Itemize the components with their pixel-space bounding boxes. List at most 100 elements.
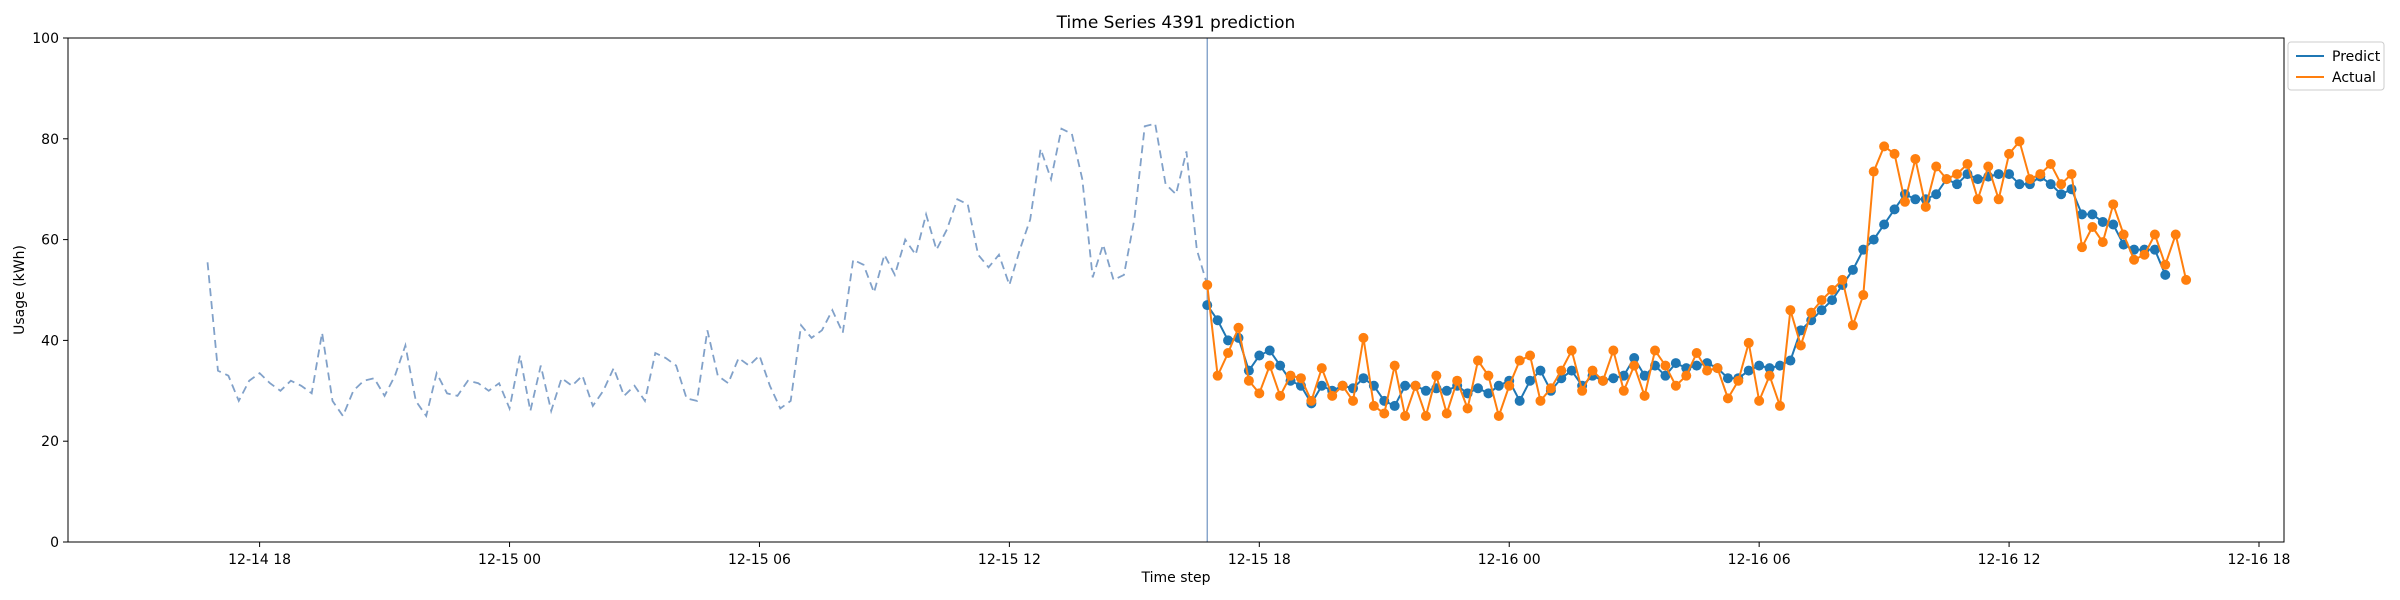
actual-point [1879,141,1890,152]
predict-point [1535,365,1546,376]
predict-point [1493,380,1504,391]
actual-point [1816,295,1827,306]
actual-point [1545,383,1556,394]
actual-point [1827,285,1838,295]
actual-point [1202,279,1213,290]
chart-title: Time Series 4391 prediction [1056,13,1296,33]
predict-point [1316,380,1327,391]
predict-point [1472,383,1483,394]
actual-point [1379,408,1390,419]
predict-point [1910,194,1921,205]
actual-point [1223,348,1234,358]
actual-point [1504,380,1515,391]
actual-point [2181,274,2192,285]
actual-point [1566,345,1577,356]
actual-point [1910,153,1921,164]
actual-point [1660,360,1671,371]
predict-point [1441,385,1452,396]
actual-point [1420,411,1431,421]
predict-point [1264,345,1275,356]
actual-point [2035,169,2046,180]
actual-point [1452,375,1463,386]
predict-point [1691,360,1702,371]
actual-point [1316,363,1327,374]
actual-point [1795,340,1806,351]
actual-point [1587,365,1598,376]
actual-point [2076,242,2087,253]
actual-point [1931,161,1942,172]
actual-point [2149,229,2160,240]
actual-point [2139,249,2150,260]
predict-point [1566,365,1577,376]
predict-point [2076,209,2087,220]
predict-point [2045,179,2056,190]
predict-point [1629,353,1640,364]
predict-point [1660,370,1671,381]
actual-point [1431,370,1442,381]
actual-point [1629,360,1640,371]
actual-point [1889,148,1900,159]
actual-point [1410,380,1421,391]
predict-point [1993,169,2004,180]
predict-point [1420,385,1431,396]
y-tick-label: 60 [41,233,59,249]
predict-point [1400,380,1411,391]
actual-point [2004,148,2015,159]
predict-point [2056,189,2067,200]
actual-point [1556,365,1567,376]
predict-point [1858,244,1869,255]
actual-point [1733,375,1744,386]
actual-point [1264,360,1275,371]
x-tick-label: 12-16 18 [2228,552,2291,568]
actual-point [1691,348,1702,358]
actual-point [1212,370,1223,381]
actual-point [2087,222,2098,232]
actual-point [1837,274,1848,285]
actual-point [1348,395,1359,406]
predict-point [1389,400,1400,411]
actual-point [1899,196,1910,207]
predict-point [2149,244,2160,255]
y-tick-label: 0 [50,535,59,551]
predict-point [1795,325,1806,336]
legend: Predict Actual [2287,41,2385,91]
predict-point [1254,350,1265,361]
y-tick-label: 100 [32,31,59,47]
actual-point [1858,290,1869,301]
y-tick-label: 20 [41,434,59,450]
actual-point [1754,395,1765,406]
predict-point [1754,360,1765,371]
predict-point [1764,363,1775,374]
plot-frame [67,37,2285,543]
actual-point [1577,385,1588,396]
actual-point [1493,411,1504,421]
predict-point [1483,388,1494,399]
actual-point [1233,322,1244,333]
predict-point [1868,234,1879,245]
predict-point [1816,305,1827,316]
actual-point [2129,254,2140,265]
y-tick-label: 40 [41,333,59,349]
actual-point [2045,159,2056,169]
predict-point [1785,355,1796,366]
predict-point [1223,335,1234,346]
actual-point [2097,237,2108,248]
actual-point [1670,380,1681,391]
actual-point [1774,400,1785,411]
actual-point [1702,365,1713,376]
predict-point [1889,204,1900,215]
actual-point [1962,159,1973,169]
x-tick-label: 12-14 18 [228,552,291,568]
predict-point [1827,295,1838,306]
y-axis: 0 20 40 60 80 100 [32,31,68,551]
actual-point [1712,363,1723,374]
actual-point [1681,370,1692,381]
actual-point [1368,400,1379,411]
actual-point [1400,411,1411,421]
actual-point [1472,355,1483,366]
actual-point [1483,370,1494,381]
predict-point [2014,179,2025,190]
actual-point [1295,373,1306,384]
x-tick-label: 12-15 12 [978,552,1041,568]
